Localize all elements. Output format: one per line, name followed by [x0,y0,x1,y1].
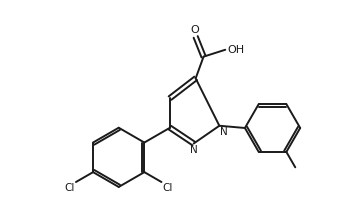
Text: O: O [190,25,199,35]
Text: Cl: Cl [65,183,75,193]
Text: Cl: Cl [163,183,173,193]
Text: OH: OH [227,45,244,55]
Text: N: N [220,127,228,137]
Text: N: N [190,144,198,155]
